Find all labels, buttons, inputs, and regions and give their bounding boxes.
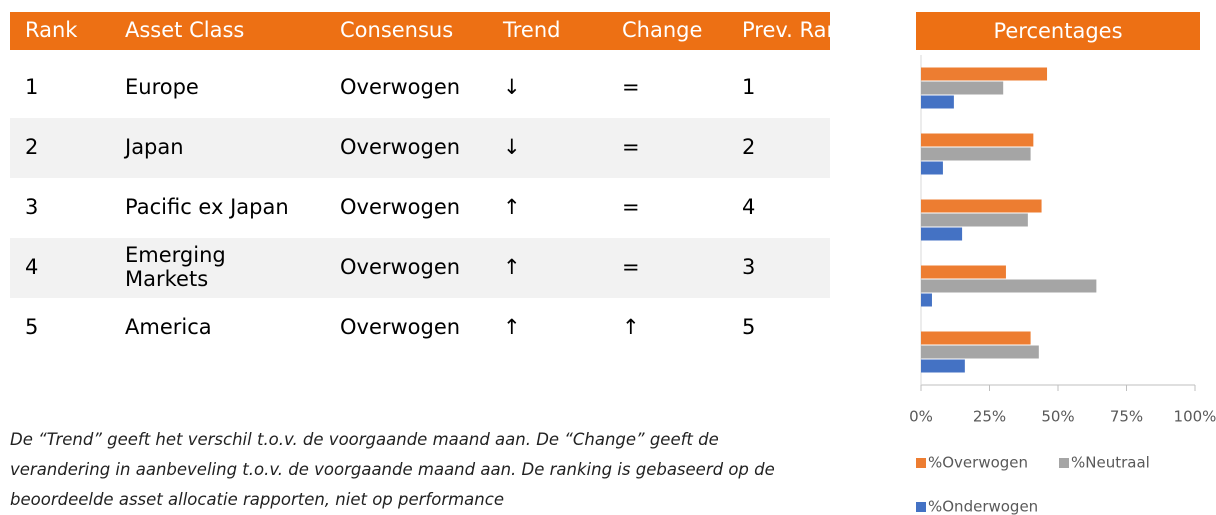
header-cell: Prev. Rank: [742, 18, 853, 43]
table-cell: ↑: [503, 315, 521, 340]
table-cell: 4: [742, 195, 756, 220]
table-cell: 2: [742, 135, 756, 160]
table-cell: =: [622, 75, 640, 100]
table-cell: Overwogen: [340, 195, 461, 220]
table-cell: ↓: [503, 75, 521, 100]
table-cell: Overwogen: [340, 315, 461, 340]
table-cell: 5: [742, 315, 756, 340]
legend-label: %Neutraal: [1071, 454, 1150, 472]
table-cell: Europe: [125, 75, 199, 100]
table-cell: 2: [25, 135, 39, 160]
table-cell: 1: [25, 75, 39, 100]
table-cell: =: [622, 195, 640, 220]
row-band: [10, 118, 830, 178]
bar: [921, 199, 1042, 213]
header-cell: Rank: [25, 18, 78, 43]
bar: [921, 279, 1097, 293]
legend-swatch: [916, 502, 926, 512]
legend-swatch: [1059, 458, 1069, 468]
x-tick-label: 0%: [909, 408, 933, 426]
table-header: [10, 12, 830, 50]
table-cell: 5: [25, 315, 39, 340]
legend-swatch: [916, 458, 926, 468]
header-cell: Consensus: [340, 18, 454, 43]
bar: [921, 265, 1006, 279]
bar: [921, 147, 1031, 161]
table-cell: =: [622, 255, 640, 280]
bar: [921, 359, 965, 373]
table-cell: Overwogen: [340, 75, 461, 100]
chart-title-band: [916, 12, 1200, 50]
footnote: De “Trend” geeft het verschil t.o.v. de …: [10, 430, 775, 509]
x-tick-label: 25%: [973, 408, 1006, 426]
table-cell: ↑: [622, 315, 640, 340]
bar: [921, 293, 932, 307]
bar: [921, 161, 943, 175]
bar: [921, 331, 1031, 345]
table-cell: America: [125, 315, 212, 340]
table-cell: 1: [742, 75, 756, 100]
table-cell: ↓: [503, 135, 521, 160]
table-cell: 4: [25, 255, 39, 280]
table-cell: 3: [742, 255, 756, 280]
bar: [921, 227, 963, 241]
legend-label: %Overwogen: [928, 454, 1028, 472]
table-cell: 3: [25, 195, 39, 220]
table-cell: Japan: [125, 135, 184, 160]
table-cell: Pacific ex Japan: [125, 195, 289, 220]
table-cell: ↑: [503, 255, 521, 280]
table-cell: ↑: [503, 195, 521, 220]
table-cell: Overwogen: [340, 135, 461, 160]
legend-label: %Onderwogen: [928, 498, 1038, 515]
x-tick-label: 100%: [1174, 408, 1216, 426]
bar: [921, 213, 1028, 227]
x-tick-label: 50%: [1041, 408, 1074, 426]
table-cell: Overwogen: [340, 255, 461, 280]
chart-title: Percentages: [993, 19, 1122, 43]
bar: [921, 133, 1034, 147]
row-band: [10, 238, 830, 298]
bar: [921, 345, 1039, 359]
bar: [921, 81, 1004, 95]
header-cell: Asset Class: [125, 18, 245, 43]
table-cell: Emerging Markets: [125, 243, 226, 291]
bar: [921, 95, 954, 109]
header-cell: Change: [622, 18, 703, 43]
table-cell: =: [622, 135, 640, 160]
x-tick-label: 75%: [1110, 408, 1143, 426]
header-cell: Trend: [503, 18, 561, 43]
bar: [921, 67, 1048, 81]
